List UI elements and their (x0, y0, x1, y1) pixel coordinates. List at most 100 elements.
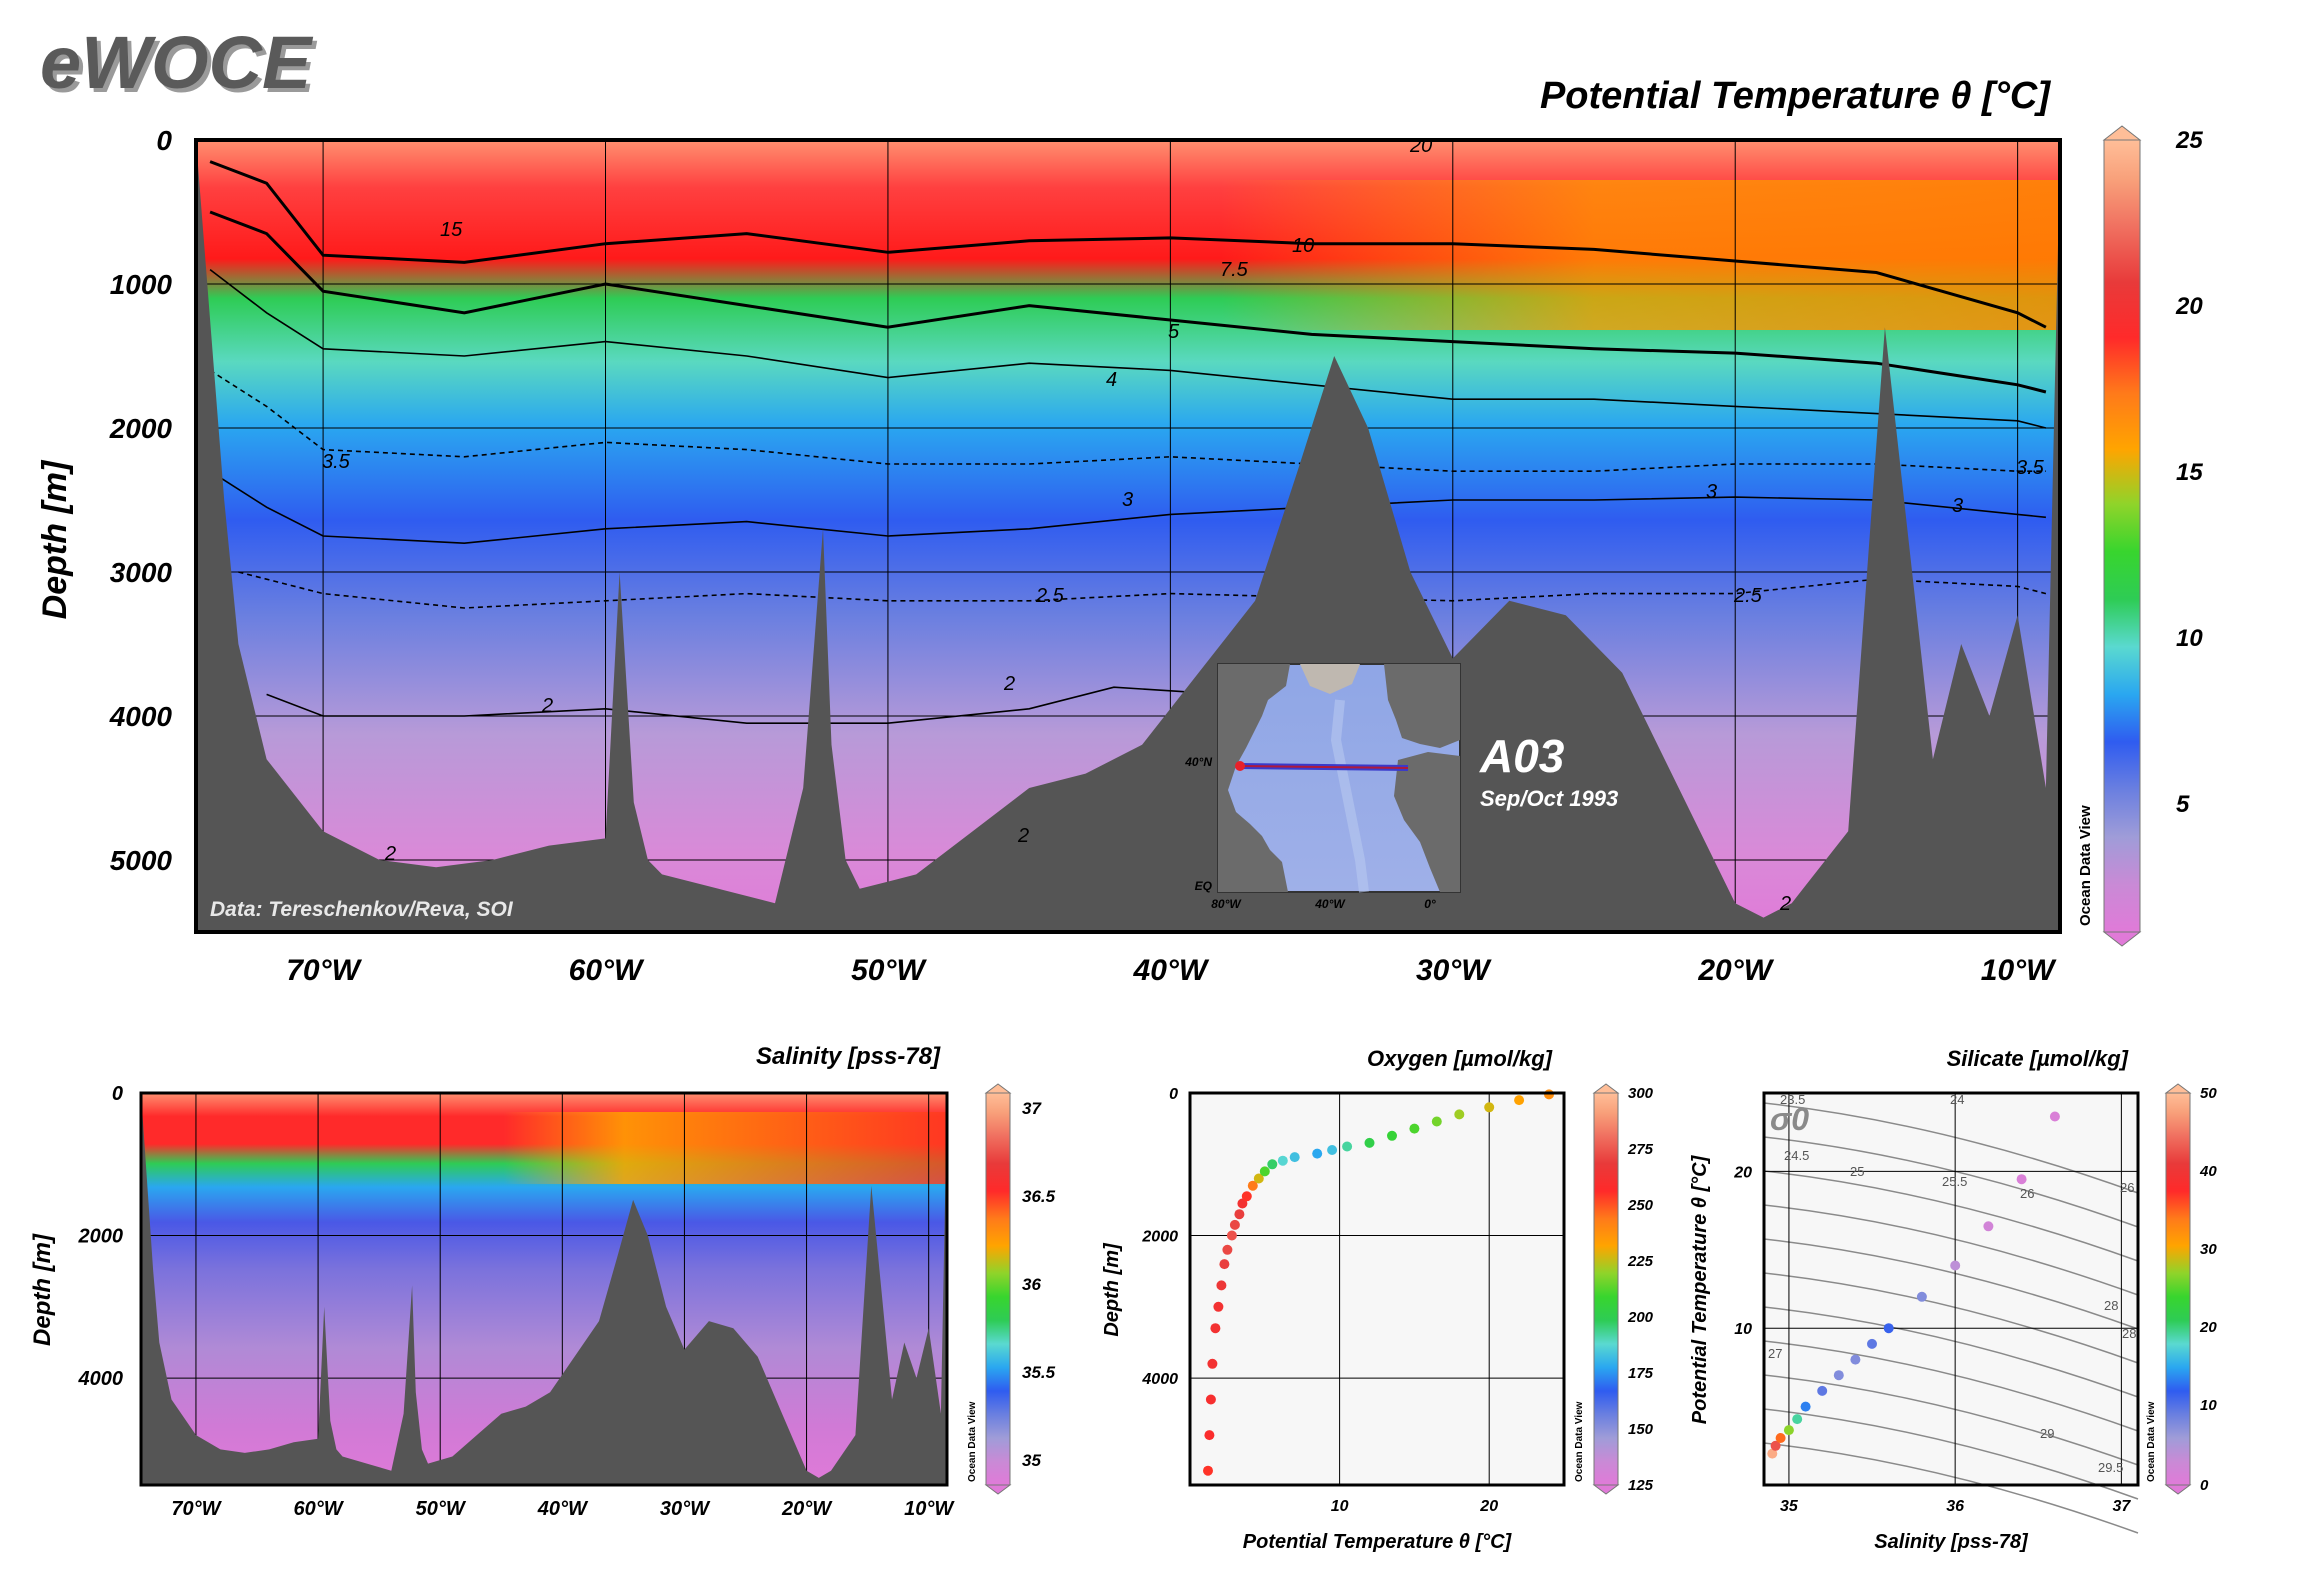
silicate-density-contours (1763, 1102, 2139, 1534)
colorbar-tick: 36.5 (1022, 1187, 1056, 1206)
inset-map: 40°N EQ 80°W 40°W 0° A03 Sep/Oct 1993 (1184, 663, 1618, 911)
oxygen-point (1409, 1123, 1420, 1134)
contour-label: 2 (1003, 673, 1015, 695)
contour-label: 2 (1017, 825, 1029, 847)
density-label: 27 (1768, 1346, 1782, 1361)
silicate-point (1850, 1354, 1861, 1365)
x-tick-label: 50°W (416, 1498, 467, 1520)
colorbar-tick: 20 (2175, 293, 2203, 320)
silicate-point (1792, 1414, 1803, 1425)
main-y-label: Depth [m] (36, 459, 74, 619)
density-label: 29 (2040, 1426, 2054, 1441)
oxygen-point (1216, 1280, 1227, 1291)
density-label: 23.5 (1780, 1092, 1805, 1107)
density-contour (1763, 1102, 2139, 1194)
colorbar-tick: 250 (1627, 1197, 1654, 1214)
x-tick-label: 50°W (851, 954, 927, 987)
x-tick-label: 20°W (1697, 954, 1774, 987)
odv-watermark: Ocean Data View (2146, 1401, 2157, 1482)
map-station-marker (1235, 761, 1245, 771)
density-label: 24 (1950, 1092, 1964, 1107)
density-contour (1763, 1408, 2139, 1500)
density-contour (1763, 1238, 2139, 1330)
silicate-point (1950, 1260, 1961, 1271)
map-europe (1384, 664, 1460, 748)
contour-label: 3 (1952, 495, 1963, 517)
colorbar-tick: 225 (1627, 1253, 1654, 1270)
brand-logo: eWOCE (40, 21, 314, 104)
oxygen-point (1431, 1116, 1442, 1127)
silicate-point (2049, 1111, 2060, 1122)
map-africa (1394, 752, 1460, 892)
x-tick-label: 60°W (294, 1498, 345, 1520)
oxygen-point (1364, 1137, 1375, 1148)
oxygen-point (1454, 1109, 1465, 1120)
salinity-colorbar: 37 36.5 36 35.5 35 Ocean Data View (967, 1083, 1056, 1495)
y-tick-label: 3000 (110, 557, 173, 588)
oxygen-point (1277, 1155, 1288, 1166)
density-contour (1763, 1136, 2139, 1228)
contour-label: 20 (1409, 135, 1432, 157)
y-tick-label: 10 (1734, 1321, 1752, 1338)
silicate-point (1916, 1291, 1927, 1302)
y-tick-label: 4000 (1141, 1371, 1178, 1388)
colorbar-tick: 37 (1022, 1099, 1042, 1118)
main-y-axis: 0 1000 2000 3000 4000 5000 (109, 125, 173, 876)
isotherm (209, 268, 2047, 429)
y-tick-label: 20 (1733, 1164, 1752, 1181)
colorbar-tick: 175 (1628, 1365, 1654, 1382)
silicate-frame (1762, 1091, 2140, 1487)
oxygen-point (1205, 1394, 1216, 1405)
isotherm (209, 210, 2047, 394)
colorbar-tick: 20 (2199, 1319, 2217, 1336)
silicate-plot-area (1764, 1093, 2138, 1485)
oxygen-plot-area (1190, 1093, 1564, 1485)
main-isotherms (209, 160, 2047, 724)
colorbar-tick: 0 (2200, 1477, 2209, 1494)
density-label: 25 (1850, 1164, 1864, 1179)
silicate-point (1783, 1425, 1794, 1436)
oxygen-point (1234, 1209, 1245, 1220)
oxygen-point (1267, 1159, 1278, 1170)
section-date: Sep/Oct 1993 (1480, 786, 1618, 811)
colorbar-tick: 10 (2176, 625, 2203, 652)
contour-label: 7.5 (1220, 259, 1249, 281)
oxygen-panel: Oxygen [µmol/kg] 10 20 0 2000 4000 Potentia… (1101, 1046, 1654, 1553)
silicate-points (1767, 1111, 2060, 1459)
odv-watermark: Ocean Data View (967, 1401, 978, 1482)
density-contour (1763, 1272, 2139, 1364)
density-label: 26 (2120, 1180, 2134, 1195)
main-x-axis: 70°W 60°W 50°W 40°W 30°W 20°W 10°W (286, 954, 2057, 987)
contour-label: 3.5 (2016, 457, 2045, 479)
colorbar-tick: 10 (2200, 1397, 2217, 1414)
contour-label: 3 (1122, 489, 1133, 511)
isotherm (209, 369, 2046, 472)
contour-label: 3.5 (322, 451, 351, 473)
y-tick-label: 1000 (110, 269, 173, 300)
isotherm (209, 470, 2046, 545)
main-colorbar: 25 20 15 10 5 Ocean Data View (2077, 125, 2203, 947)
density-contour (1763, 1306, 2139, 1398)
map-north-america (1218, 664, 1290, 892)
colorbar-tick: 30 (2200, 1241, 2217, 1258)
isotherm (238, 571, 2047, 609)
silicate-point (1833, 1370, 1844, 1381)
x-tick-label: 40°W (537, 1498, 589, 1520)
density-symbol: σ0 (1770, 1101, 1809, 1137)
silicate-point (1770, 1440, 1781, 1451)
density-label: 28 (2104, 1298, 2118, 1313)
colorbar-tick: 35.5 (1022, 1363, 1056, 1382)
contour-label: 2 (541, 695, 553, 717)
x-tick-label: 10°W (904, 1498, 955, 1520)
silicate-point (2016, 1174, 2027, 1185)
salinity-y-label: Depth [m] (29, 1233, 56, 1346)
silicate-point (1883, 1323, 1894, 1334)
density-label: 25.5 (1942, 1174, 1967, 1189)
density-contour (1763, 1204, 2139, 1296)
x-tick-label: 40°W (1133, 954, 1210, 987)
main-contour-labels: 20 15 10 7.5 5 4 3.5 3 3 3.5 3 2.5 2.5 2… (322, 135, 2045, 915)
odv-watermark: Ocean Data View (1574, 1401, 1585, 1482)
oxygen-point (1259, 1166, 1270, 1177)
map-ridge (1330, 699, 1369, 893)
colorbar-tick: 50 (2200, 1085, 2217, 1102)
